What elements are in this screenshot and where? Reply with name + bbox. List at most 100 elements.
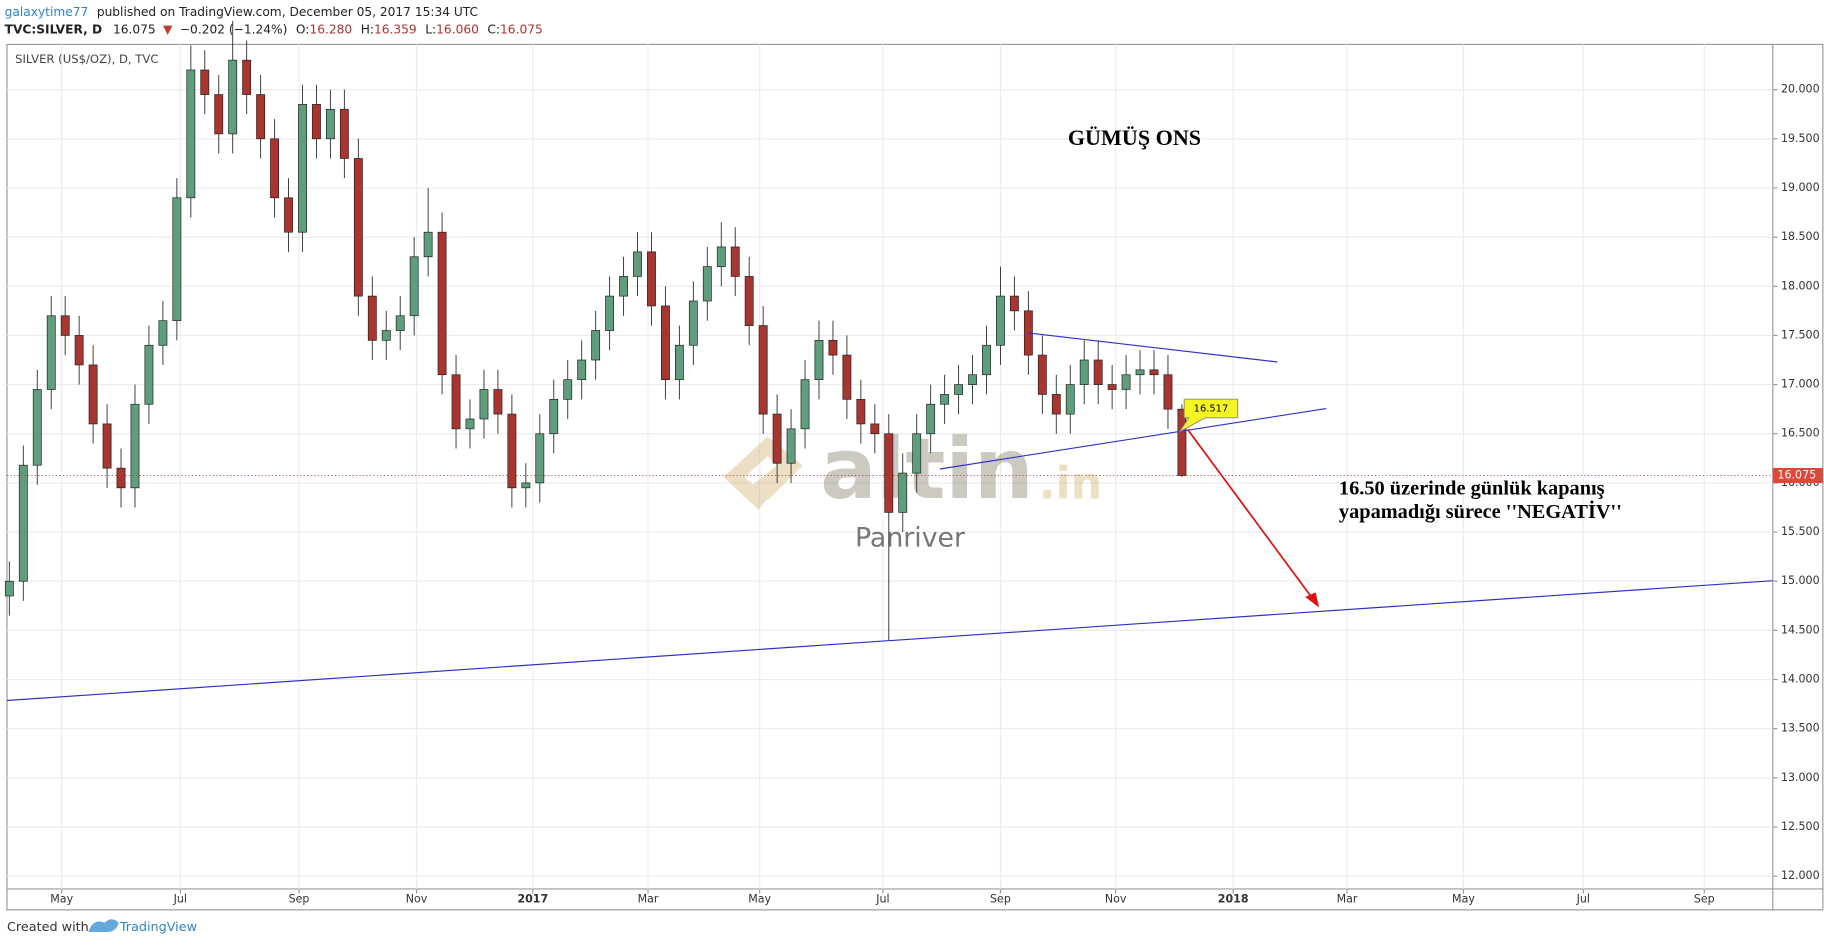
x-tick-label: 2018: [1218, 892, 1249, 905]
candle-body: [130, 403, 140, 489]
y-tick-label: 18.500: [1781, 230, 1820, 243]
x-tick-label: Sep: [990, 892, 1011, 905]
arrow: ▼: [163, 22, 173, 36]
arrow-head: [1305, 592, 1320, 608]
candle-body: [1079, 359, 1089, 385]
y-tick-label: 15.500: [1781, 525, 1820, 538]
candle-body: [800, 379, 810, 430]
candle-body: [46, 315, 56, 390]
candle-body: [144, 344, 154, 405]
candle-body: [647, 251, 656, 307]
watermark-logo: [723, 436, 803, 510]
x-tick-label: May: [50, 892, 73, 905]
chart-subtitle: SILVER (US$/OZ), D, TVC: [15, 52, 158, 66]
candle-body: [716, 246, 726, 267]
y-tick-label: 13.000: [1781, 771, 1820, 784]
candle-body: [521, 482, 531, 489]
candle-body: [563, 379, 573, 400]
y-tick-label: 20.000: [1781, 83, 1820, 96]
candle-body: [1177, 408, 1187, 476]
x-tick-label: Jul: [1576, 892, 1590, 905]
footer-created: Created with: [7, 920, 89, 935]
candle-body: [619, 276, 628, 297]
candle-body: [912, 433, 922, 474]
annotation: yapamadığı sürece ''NEGATİV'': [1339, 499, 1622, 523]
candle-body: [591, 330, 601, 361]
x-tick-label: May: [1452, 892, 1475, 905]
candle-body: [926, 403, 936, 435]
candle-body: [898, 472, 908, 513]
candle-body: [1149, 369, 1159, 376]
candle-body: [228, 59, 238, 135]
x-tick-label: Jul: [173, 892, 187, 905]
c-label: C:: [487, 22, 500, 36]
candle-body: [116, 467, 126, 489]
candle-body: [744, 276, 754, 326]
candle-body: [298, 104, 307, 233]
y-tick-label: 19.000: [1781, 181, 1820, 194]
author[interactable]: galaxytime77: [5, 4, 89, 18]
change: −0.202 (−1.24%): [180, 22, 288, 36]
y-tick-label: 12.000: [1781, 869, 1820, 882]
candle-body: [786, 428, 796, 464]
candle-body: [1065, 384, 1075, 415]
arrow-line: [1186, 428, 1317, 604]
candle-body: [1163, 374, 1173, 410]
candle-body: [256, 94, 266, 140]
candle-body: [702, 266, 712, 302]
y-tick-label: 19.500: [1781, 132, 1820, 145]
candle-body: [214, 94, 224, 135]
candle-body: [367, 295, 377, 341]
y-tick-label: 12.500: [1781, 820, 1820, 833]
x-tick-label: Nov: [406, 892, 428, 905]
watermark-author: Panriver: [855, 522, 965, 553]
x-tick-label: Sep: [289, 892, 310, 905]
candle-body: [1009, 295, 1019, 312]
candle-body: [842, 354, 852, 400]
candle-body: [32, 389, 42, 466]
x-tick-label: Mar: [638, 892, 659, 905]
candle-body: [172, 197, 182, 322]
candle-body: [4, 580, 14, 597]
c: 16.075: [500, 22, 543, 36]
y-tick-label: 14.500: [1781, 623, 1820, 636]
symbol: TVC:SILVER, D: [5, 22, 102, 36]
y-tick-label: 18.000: [1781, 279, 1820, 292]
footer-logo: [88, 919, 119, 932]
candle-body: [954, 384, 963, 395]
watermark-suffix: .in: [1039, 458, 1102, 509]
candle-body: [758, 325, 768, 415]
candle-body: [339, 108, 349, 159]
candle-body: [982, 344, 991, 376]
y-tick-label: 17.000: [1781, 378, 1820, 391]
candle-body: [381, 330, 391, 341]
candle-body: [688, 300, 698, 346]
candle-body: [88, 364, 98, 425]
candle-body: [158, 320, 168, 346]
candle-body: [270, 138, 279, 199]
candle-body: [1051, 394, 1061, 415]
price-callout: [1179, 398, 1239, 433]
candle-body: [577, 359, 587, 381]
candle-body: [633, 251, 642, 277]
candle-body: [465, 418, 475, 430]
x-tick-label: Jul: [875, 892, 889, 905]
candle-body: [1121, 374, 1131, 390]
candle-body: [312, 104, 321, 140]
o: 16.280: [309, 22, 352, 36]
x-tick-label: Nov: [1105, 892, 1127, 905]
footer-brand[interactable]: TradingView: [119, 920, 197, 935]
candle-body: [661, 305, 670, 381]
candle-body: [884, 433, 894, 513]
x-tick-label: May: [748, 892, 771, 905]
trend-line: [939, 407, 1327, 470]
annotation: 16.50 üzerinde günlük kapanış: [1339, 478, 1605, 500]
y-tick-label: 14.000: [1781, 673, 1820, 686]
header-line: galaxytime77 published on TradingView.co…: [5, 4, 478, 18]
candle-body: [940, 394, 950, 405]
candle-body: [772, 413, 782, 464]
candle-body: [828, 339, 838, 356]
candle-body: [200, 69, 210, 95]
watermark-text: altin: [820, 420, 1034, 518]
